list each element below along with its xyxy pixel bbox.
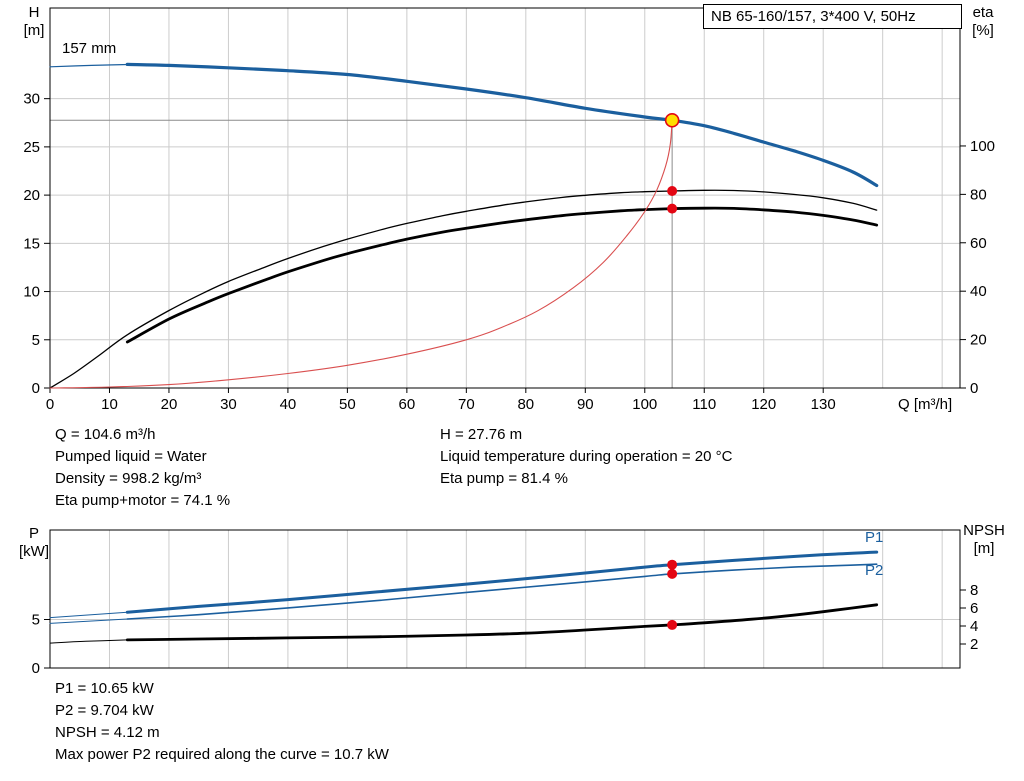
x-tick-label: 130: [811, 396, 836, 413]
x-tick-label: 40: [280, 396, 297, 413]
y-left-tick-label: 5: [32, 332, 40, 349]
y-right-tick-label: 2: [970, 636, 978, 653]
y-right-tick-label: 0: [970, 380, 978, 397]
y-right-tick-label: 100: [970, 138, 995, 155]
h-axis-label: H [m]: [14, 4, 54, 40]
y-left-tick-label: 0: [32, 660, 40, 677]
y-left-tick-label: 10: [23, 284, 40, 301]
p1-curve-label: P1: [865, 529, 884, 546]
impeller-size-label: 157 mm: [62, 40, 117, 57]
npsh-value: NPSH = 4.12 m: [55, 724, 160, 741]
duty-h-value: H = 27.76 m: [440, 426, 523, 443]
q-axis-label: Q [m³/h]: [898, 396, 953, 413]
npsh-curve: [125, 603, 879, 642]
power-info-block: P1 = 10.65 kW P2 = 9.704 kW NPSH = 4.12 …: [55, 678, 389, 766]
eta-pump-motor-curve: [125, 206, 879, 344]
h-axis-symbol: H: [28, 4, 40, 21]
eta-motor-duty-dot: [667, 203, 678, 214]
y-left-tick-label: 30: [23, 91, 40, 108]
x-tick-label: 20: [161, 396, 178, 413]
eta-pump-curve: [49, 189, 878, 389]
power-npsh-chart-frame: [49, 529, 961, 669]
duty-info-right-column: H = 27.76 m Liquid temperature during op…: [440, 424, 732, 490]
duty-system-curve: [49, 119, 673, 389]
p2-curve-lead: [49, 618, 128, 624]
x-tick-label: 10: [101, 396, 118, 413]
x-tick-label: 30: [220, 396, 237, 413]
p1-curve-lead: [49, 611, 128, 619]
y-right-tick-label: 20: [970, 332, 987, 349]
y-left-tick-label: 25: [23, 139, 40, 156]
p1-value: P1 = 10.65 kW: [55, 680, 154, 697]
x-tick-label: 50: [339, 396, 356, 413]
y-right-tick-label: 4: [970, 618, 978, 635]
pumped-liquid-value: Pumped liquid = Water: [55, 448, 207, 465]
x-tick-label: 80: [517, 396, 534, 413]
y-left-tick-label: 0: [32, 380, 40, 397]
x-tick-label: 0: [46, 396, 54, 413]
duty-info-left-column: Q = 104.6 m³/h Pumped liquid = Water Den…: [55, 424, 230, 512]
x-tick-label: 110: [692, 396, 716, 413]
npsh-axis-unit: [m]: [973, 540, 995, 557]
qh-eta-chart-frame: [49, 7, 961, 389]
y-right-tick-label: 80: [970, 186, 987, 203]
y-left-tick-label: 20: [23, 187, 40, 204]
density-value: Density = 998.2 kg/m³: [55, 470, 202, 487]
head-curve-lead: [49, 63, 134, 68]
y-right-tick-label: 8: [970, 582, 978, 599]
h-axis-unit: [m]: [23, 22, 45, 39]
y-left-tick-label: 5: [32, 612, 40, 629]
p2-value: P2 = 9.704 kW: [55, 702, 154, 719]
head-curve: [125, 62, 879, 188]
y-left-tick-label: 15: [23, 235, 40, 252]
duty-q-value: Q = 104.6 m³/h: [55, 426, 156, 443]
eta-axis-symbol: eta: [972, 4, 994, 21]
y-right-tick-label: 60: [970, 235, 987, 252]
max-power-value: Max power P2 required along the curve = …: [55, 746, 389, 763]
x-tick-label: 100: [632, 396, 657, 413]
p2-duty-dot: [667, 568, 678, 579]
eta-axis-label: eta [%]: [960, 4, 1006, 40]
p-axis-symbol: P: [28, 525, 39, 542]
p2-curve-label: P2: [865, 562, 884, 579]
p1-curve: [125, 550, 879, 614]
x-tick-label: 60: [399, 396, 416, 413]
p2-curve: [126, 563, 878, 620]
p-axis-label: P [kW]: [12, 525, 56, 561]
npsh-axis-symbol: NPSH: [963, 522, 1005, 539]
npsh-curve-lead: [49, 639, 128, 644]
duty-point: [664, 112, 680, 128]
y-right-tick-label: 6: [970, 600, 978, 617]
npsh-duty-dot: [667, 619, 678, 630]
eta-pump-duty-dot: [667, 185, 678, 196]
liquid-temperature-value: Liquid temperature during operation = 20…: [440, 448, 733, 465]
eta-pump-motor-value: Eta pump+motor = 74.1 %: [55, 492, 231, 509]
eta-pump-value: Eta pump = 81.4 %: [440, 470, 568, 487]
y-right-tick-label: 40: [970, 283, 987, 300]
x-tick-label: 70: [458, 396, 475, 413]
x-tick-label: 120: [751, 396, 776, 413]
pump-title-box: NB 65-160/157, 3*400 V, 50Hz: [703, 4, 962, 29]
p-axis-unit: [kW]: [19, 543, 49, 560]
npsh-axis-label: NPSH [m]: [956, 522, 1012, 558]
x-tick-label: 90: [577, 396, 594, 413]
p1-duty-dot: [667, 559, 678, 570]
eta-axis-unit: [%]: [972, 22, 994, 39]
